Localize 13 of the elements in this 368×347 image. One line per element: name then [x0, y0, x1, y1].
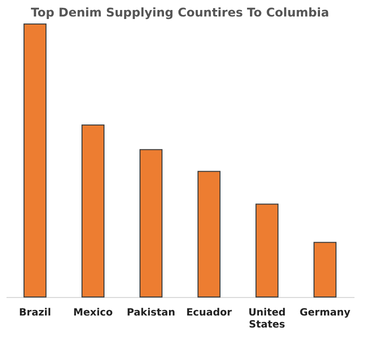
bar — [198, 170, 220, 298]
x-tick-label: Pakistan — [126, 308, 176, 318]
bar — [256, 204, 278, 298]
bar — [140, 149, 162, 298]
x-tick-label: United States — [248, 308, 286, 330]
bar — [314, 242, 336, 298]
x-tick-label: Ecuador — [186, 308, 232, 318]
chart-title: Top Denim Supplying Countires To Columbia — [30, 6, 330, 20]
bar — [82, 124, 104, 298]
x-tick-label: Brazil — [19, 308, 51, 318]
bar — [24, 24, 46, 298]
x-tick-label: Mexico — [73, 308, 113, 318]
x-tick-label: Germany — [300, 308, 351, 318]
